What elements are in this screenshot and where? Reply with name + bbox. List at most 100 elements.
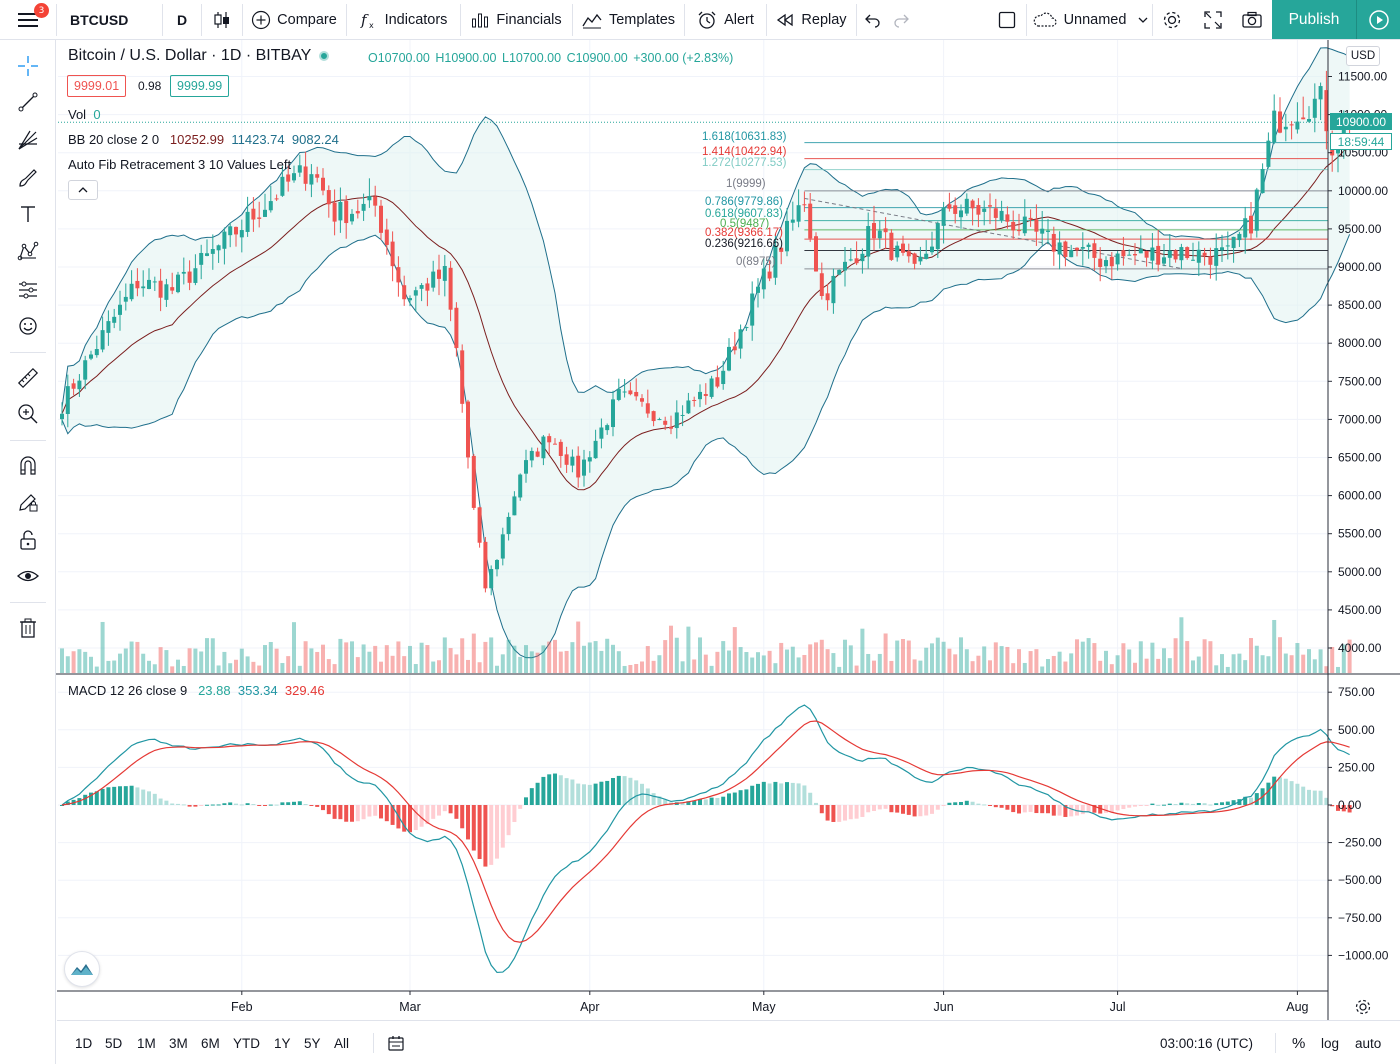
auto-scale-toggle[interactable]: auto	[1355, 1021, 1381, 1064]
high-value: H10900.00	[435, 51, 497, 65]
fib-legend[interactable]: Auto Fib Retracement 3 10 Values Left	[68, 157, 291, 172]
buy-price-button[interactable]: 9999.99	[170, 75, 230, 97]
symbol-search-button[interactable]: BTCUSD	[58, 0, 162, 40]
candle-body	[234, 226, 238, 235]
volume-bar	[379, 661, 383, 673]
macd-histogram-bar	[773, 781, 778, 805]
forecast-tool[interactable]	[12, 274, 44, 306]
hide-drawings-tool[interactable]	[12, 560, 44, 592]
collapse-legend-button[interactable]	[68, 180, 98, 200]
macd-histogram-bar	[1156, 804, 1161, 806]
percent-scale-toggle[interactable]: %	[1292, 1021, 1305, 1064]
axis-settings-button[interactable]	[1352, 996, 1374, 1018]
candle-body	[1115, 253, 1120, 265]
bollinger-legend[interactable]: BB 20 close 2 0 10252.99 11423.74 9082.2…	[68, 132, 339, 147]
tradingview-logo[interactable]	[64, 951, 100, 987]
candle-body	[118, 304, 122, 315]
chart-settings-button[interactable]	[1155, 0, 1189, 40]
volume-bar	[286, 656, 291, 673]
go-to-date-button[interactable]	[386, 1021, 406, 1064]
alert-button[interactable]: Alert	[685, 0, 765, 40]
macd-histogram-bar	[901, 805, 905, 814]
range-label: 3M	[169, 1035, 188, 1051]
range-all-button[interactable]: All	[334, 1021, 349, 1064]
stay-in-drawing-mode-tool[interactable]	[12, 486, 44, 518]
brush-tool[interactable]	[12, 162, 44, 194]
range-ytd-button[interactable]: YTD	[233, 1021, 260, 1064]
timezone-clock[interactable]: 03:00:16 (UTC)	[1160, 1021, 1253, 1064]
publish-button[interactable]: Publish	[1272, 0, 1356, 39]
candle-body	[1324, 90, 1329, 132]
volume-bar	[860, 628, 865, 673]
macd-histogram-bar	[251, 804, 256, 806]
text-tool[interactable]	[12, 198, 44, 230]
volume-bar	[245, 656, 250, 673]
fib-level-label: 1.414(10422.94)	[702, 146, 787, 158]
candle-body	[1092, 243, 1097, 258]
candle-body	[396, 267, 401, 283]
financials-button[interactable]: Financials	[461, 0, 571, 40]
log-scale-toggle[interactable]: log	[1321, 1021, 1339, 1064]
pattern-tool[interactable]	[12, 236, 44, 268]
volume-bar	[1295, 643, 1300, 673]
macd-histogram-bar	[698, 799, 702, 805]
sell-price-button[interactable]: 9999.01	[67, 75, 127, 97]
candle-body	[802, 204, 807, 206]
volume-bar	[1115, 655, 1120, 673]
range-3m-button[interactable]: 3M	[169, 1021, 188, 1064]
range-5y-button[interactable]: 5Y	[304, 1021, 321, 1064]
candle-body	[889, 232, 894, 260]
redo-button[interactable]	[888, 0, 914, 40]
macd-histogram-bar	[1069, 805, 1074, 817]
chart-style-button[interactable]	[202, 0, 242, 40]
macd-histogram-bar	[1341, 805, 1346, 812]
volume-bar	[193, 648, 198, 673]
fullscreen-button[interactable]	[1195, 0, 1231, 40]
snapshot-button[interactable]	[1234, 0, 1270, 40]
main-menu-button[interactable]	[8, 0, 48, 40]
gann-fib-tool[interactable]	[12, 124, 44, 156]
macd-legend[interactable]: MACD 12 26 close 9 23.88 353.34 329.46	[68, 683, 325, 698]
macd-histogram-bar	[164, 800, 169, 805]
macd-histogram-bar	[651, 793, 656, 805]
range-1d-button[interactable]: 1D	[75, 1021, 92, 1064]
magnet-tool[interactable]	[12, 450, 44, 482]
interval-button[interactable]: D	[163, 0, 201, 40]
layout-menu-button[interactable]: Unnamed	[1030, 0, 1152, 40]
volume-bar	[1202, 639, 1207, 673]
candle-body	[976, 205, 981, 215]
macd-histogram-bar	[576, 783, 581, 805]
volume-bar	[1307, 649, 1311, 673]
range-1y-button[interactable]: 1Y	[274, 1021, 291, 1064]
macd-histogram-bar	[582, 784, 586, 805]
symbol-legend-title[interactable]: Bitcoin / U.S. Dollar · 1D · BITBAY	[68, 47, 330, 65]
volume-legend[interactable]: Vol 0	[68, 107, 101, 122]
candle-body	[1312, 98, 1317, 118]
macd-histogram-bar	[663, 799, 668, 805]
currency-badge[interactable]: USD	[1346, 46, 1380, 66]
zoom-tool[interactable]	[12, 398, 44, 430]
lock-drawings-tool[interactable]	[12, 524, 44, 556]
crosshair-tool[interactable]	[12, 50, 44, 82]
macd-histogram-bar	[1208, 804, 1213, 806]
range-6m-button[interactable]: 6M	[201, 1021, 220, 1064]
macd-histogram-bar	[999, 805, 1004, 808]
macd-histogram-bar	[239, 804, 244, 806]
replay-button[interactable]: Replay	[767, 0, 855, 40]
macd-histogram-bar	[437, 805, 441, 816]
candle-body	[872, 222, 876, 239]
templates-button[interactable]: Templates	[573, 0, 683, 40]
fullscreen-toggle-button[interactable]	[990, 0, 1024, 40]
trend-line-tool[interactable]	[12, 86, 44, 118]
macd-histogram-bar	[1179, 802, 1184, 805]
range-5d-button[interactable]: 5D	[105, 1021, 122, 1064]
compare-button[interactable]: Compare	[243, 0, 345, 40]
undo-button[interactable]	[860, 0, 886, 40]
measure-tool[interactable]	[12, 362, 44, 394]
publish-options-button[interactable]	[1356, 0, 1400, 39]
range-1m-button[interactable]: 1M	[137, 1021, 156, 1064]
icons-tool[interactable]	[12, 310, 44, 342]
remove-drawings-tool[interactable]	[12, 612, 44, 644]
